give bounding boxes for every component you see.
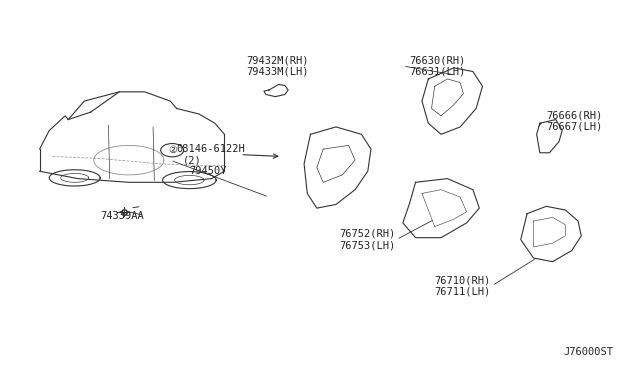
Text: 76631(LH): 76631(LH) — [409, 67, 465, 77]
Text: 76753(LH): 76753(LH) — [339, 240, 396, 250]
Text: 76630(RH): 76630(RH) — [409, 55, 465, 65]
Text: 76710(RH): 76710(RH) — [435, 275, 491, 285]
Text: J76000ST: J76000ST — [563, 347, 613, 357]
Text: 76711(LH): 76711(LH) — [435, 286, 491, 296]
Text: 79450Y: 79450Y — [189, 166, 227, 176]
Text: 08146-6122H: 08146-6122H — [177, 144, 245, 154]
Text: 76752(RH): 76752(RH) — [339, 229, 396, 239]
Text: 74339AA: 74339AA — [100, 211, 144, 221]
Text: 79433M(LH): 79433M(LH) — [246, 67, 309, 77]
Text: (2): (2) — [183, 155, 202, 165]
Text: 76666(RH): 76666(RH) — [546, 111, 602, 121]
Text: 76667(LH): 76667(LH) — [546, 122, 602, 132]
Text: ②: ② — [168, 145, 177, 155]
Text: 79432M(RH): 79432M(RH) — [246, 55, 309, 65]
